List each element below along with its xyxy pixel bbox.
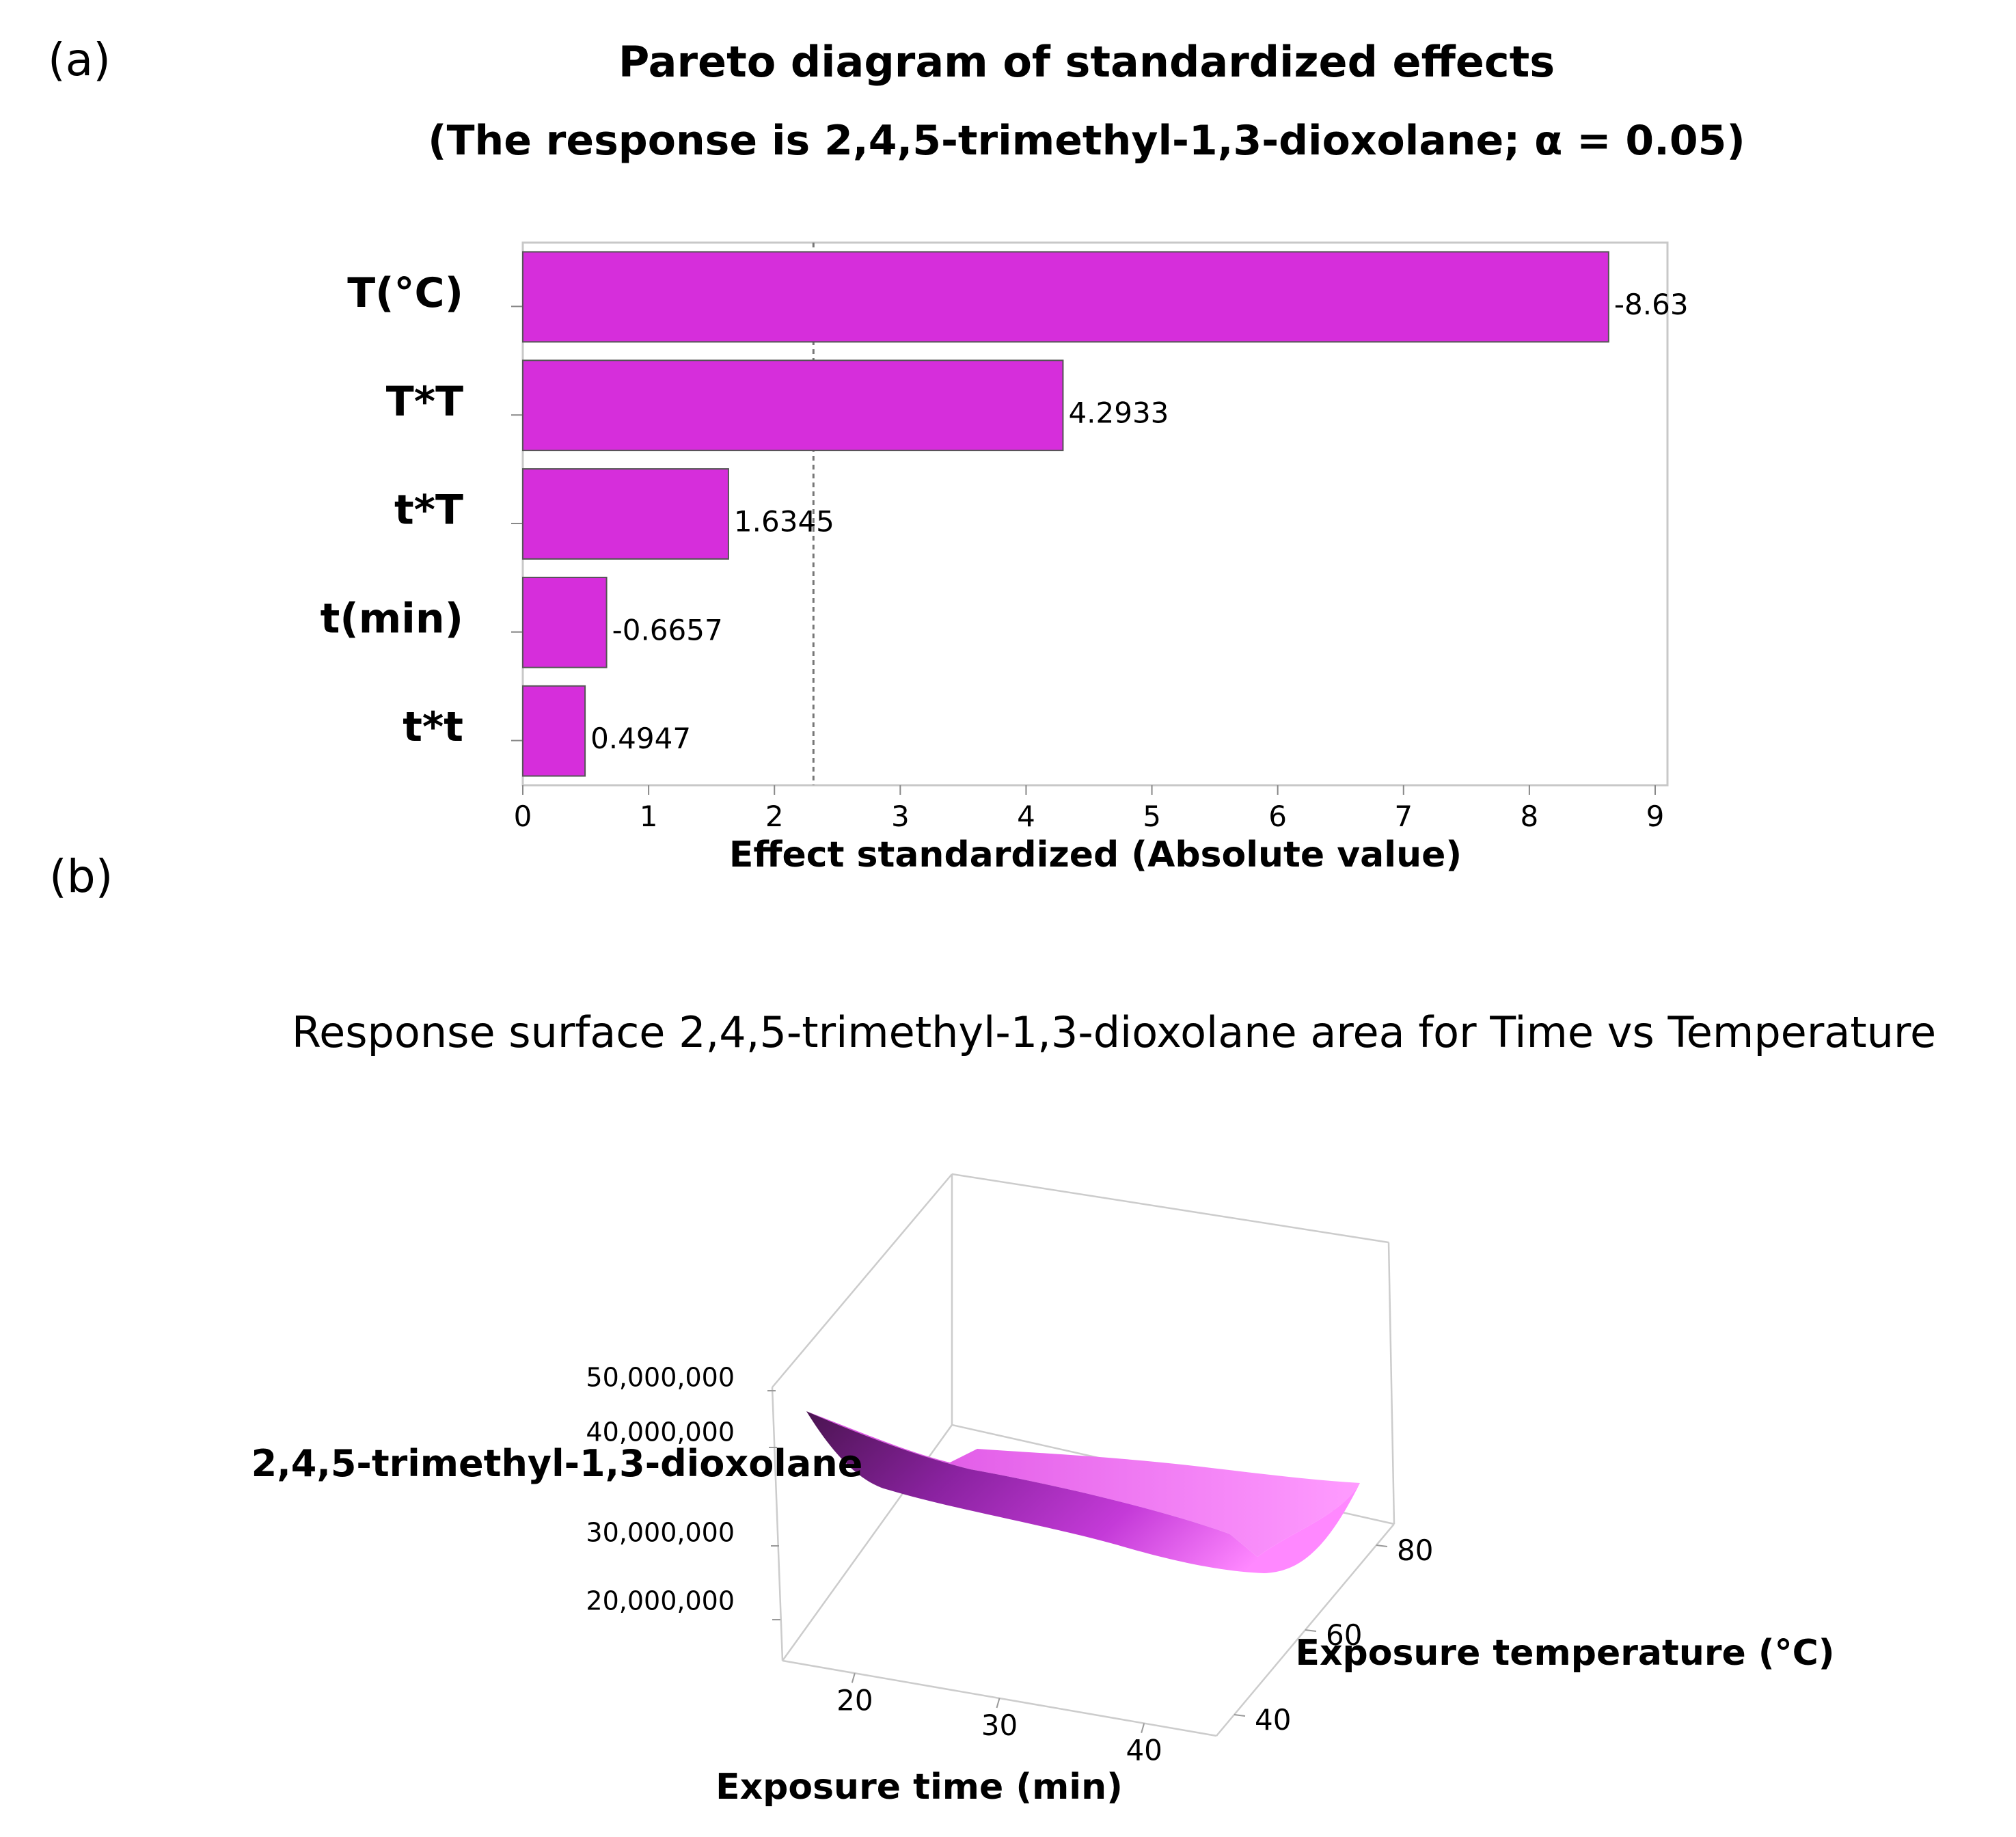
panel-a: (a) Pareto diagram of standardized effec… [48, 33, 1745, 875]
pareto-title: Pareto diagram of standardized effects [618, 37, 1555, 87]
pareto-x-tick-label: 4 [1017, 800, 1035, 833]
pareto-bar [522, 251, 1609, 343]
surface-x-tick-label: 20 [836, 1683, 873, 1717]
pareto-x-tick-label: 2 [765, 800, 784, 833]
surface-z-tick-label: 50,000,000 [586, 1363, 735, 1393]
response-surface [806, 1411, 1360, 1573]
surface-x-tick [1141, 1723, 1145, 1733]
surface-z-axis-title: 2,4,5-trimethyl-1,3-dioxolane [251, 1442, 863, 1485]
pareto-value-label: -0.6657 [612, 613, 723, 647]
pareto-category-label: t(min) [321, 595, 463, 642]
pareto-category-label: t*T [394, 487, 463, 534]
surface-y-tick [1376, 1545, 1388, 1547]
pareto-x-axis-title: Effect standardized (Absolute value) [729, 834, 1462, 875]
panel-a-label: (a) [48, 33, 111, 86]
surface-z-tick-label: 40,000,000 [586, 1417, 735, 1447]
panel-b: (b) Response surface 2,4,5-trimethyl-1,3… [49, 850, 1936, 1808]
pareto-bar [522, 576, 608, 668]
pareto-subtitle: (The response is 2,4,5-trimethyl-1,3-dio… [428, 117, 1745, 165]
surface-y-tick-label: 60 [1326, 1618, 1362, 1652]
surface-y-tick-label: 80 [1397, 1534, 1433, 1567]
pareto-value-label: 4.2933 [1068, 396, 1169, 430]
pareto-value-label: 1.6345 [734, 505, 834, 539]
pareto-value-label: -8.63 [1614, 288, 1689, 321]
pareto-x-tick-label: 7 [1394, 800, 1413, 833]
surface-y-tick [1234, 1714, 1246, 1717]
pareto-bar [522, 468, 729, 560]
pareto-x-tick-label: 9 [1646, 800, 1665, 833]
surface-y-tick [1305, 1629, 1317, 1632]
pareto-x-tick-label: 6 [1268, 800, 1287, 833]
surface-x-tick [851, 1673, 856, 1683]
surface-front-face [806, 1411, 1360, 1573]
surface-x-tick-label: 30 [981, 1709, 1018, 1742]
surface-z-tick-label: 20,000,000 [586, 1586, 735, 1616]
pareto-bar [522, 685, 586, 777]
surface-y-axis-title: Exposure temperature (°C) [1295, 1633, 1834, 1674]
surface-z-tick-label: 30,000,000 [586, 1518, 735, 1548]
surface-y-tick-label: 40 [1255, 1703, 1291, 1737]
surface-x-axis-title: Exposure time (min) [716, 1767, 1123, 1808]
pareto-x-tick-label: 8 [1521, 800, 1539, 833]
panel-b-label: (b) [49, 850, 113, 903]
pareto-bar [522, 359, 1064, 452]
surface-x-tick [996, 1698, 1000, 1709]
pareto-category-label: t*t [403, 703, 463, 751]
surface-x-tick-label: 40 [1126, 1734, 1162, 1767]
pareto-value-label: 0.4947 [590, 722, 691, 755]
pareto-x-tick-label: 3 [891, 800, 910, 833]
pareto-x-tick-label: 5 [1143, 800, 1161, 833]
surface-top-face [806, 1411, 1360, 1557]
pareto-x-tick-label: 1 [640, 800, 658, 833]
pareto-category-label: T*T [386, 378, 463, 426]
pareto-x-tick-label: 0 [514, 800, 532, 833]
pareto-category-label: T(°C) [347, 269, 463, 317]
surface-title: Response surface 2,4,5-trimethyl-1,3-dio… [292, 1007, 1936, 1057]
